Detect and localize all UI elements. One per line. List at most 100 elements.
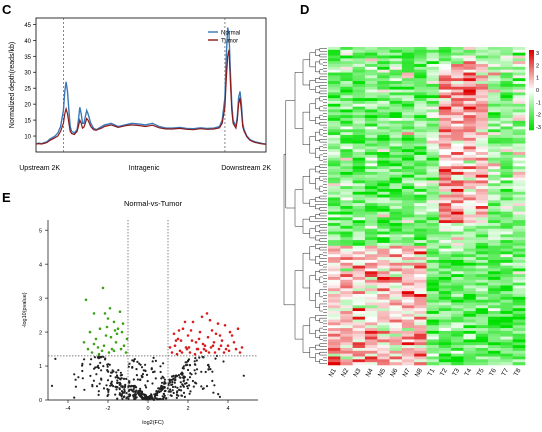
heatmap-cell [414, 112, 427, 116]
heatmap-cell [451, 299, 464, 303]
heatmap-cell [475, 257, 489, 261]
heatmap-cell [463, 353, 477, 357]
heatmap-cell [389, 143, 403, 147]
heatmap-cell [364, 75, 378, 79]
heatmap-cell [426, 240, 440, 244]
ns-point [175, 393, 178, 396]
down-point [92, 342, 96, 346]
heatmap-cell [364, 115, 378, 119]
heatmap-cell [475, 157, 489, 161]
ns-point [174, 376, 177, 379]
x-tick-label: 4 [226, 406, 229, 412]
heatmap-cell [475, 245, 489, 249]
heatmap-cell [500, 333, 513, 337]
heatmap-cell [475, 271, 489, 275]
heatmap-cell [451, 313, 464, 318]
heatmap-cell [377, 342, 390, 346]
heatmap-cell [328, 234, 341, 238]
heatmap-cell [414, 81, 427, 85]
heatmap-cell [438, 294, 452, 298]
heatmap-cell [500, 231, 513, 235]
heatmap-cell [389, 194, 403, 198]
heatmap-cell [500, 328, 513, 332]
heatmap-cell [377, 109, 390, 113]
heatmap-cell [401, 78, 415, 82]
heatmap-cell [426, 117, 440, 122]
heatmap-cell [389, 191, 403, 195]
plot-frame [35, 17, 267, 153]
heatmap-cell [500, 149, 513, 153]
heatmap-cell [352, 308, 366, 312]
heatmap-cell [451, 135, 464, 139]
heatmap-cell [377, 95, 390, 99]
heatmap-cell [426, 353, 440, 357]
heatmap-cell [352, 217, 366, 221]
heatmap-cell [328, 177, 341, 181]
heatmap-cell [340, 129, 353, 133]
heatmap-cell [414, 200, 427, 204]
heatmap-cell [438, 117, 452, 122]
heatmap-cell [512, 347, 526, 352]
heatmap-cell [475, 339, 489, 343]
ns-point [116, 381, 119, 384]
heatmap-cell [451, 206, 464, 210]
heatmap-cell [463, 197, 477, 201]
heatmap-cell [488, 206, 501, 210]
ns-point [104, 357, 107, 360]
heatmap-cell [414, 183, 427, 187]
heatmap-cell [352, 78, 366, 82]
heatmap-cell [463, 75, 477, 79]
heatmap-cell [414, 228, 427, 232]
heatmap-cell [451, 225, 464, 230]
ns-point [91, 383, 94, 387]
heatmap-cell [488, 276, 501, 281]
heatmap-cell [328, 171, 341, 176]
ns-point [160, 384, 163, 387]
heatmap-cell [500, 95, 513, 99]
heatmap-cell [414, 268, 427, 272]
heatmap-cell [352, 265, 366, 269]
up-point [194, 341, 198, 344]
heatmap-cell [426, 86, 440, 90]
heatmap-cell [500, 214, 513, 218]
heatmap-cell [340, 271, 353, 275]
heatmap-cell [500, 285, 513, 289]
heatmap-cell [500, 117, 513, 122]
ns-point [140, 393, 143, 396]
heatmap-cell [377, 154, 390, 159]
heatmap-cell [377, 254, 390, 258]
heatmap-cell [377, 265, 390, 269]
heatmap-cell [377, 356, 390, 360]
heatmap-cell [401, 313, 415, 318]
heatmap-cell [451, 169, 464, 173]
heatmap-cell [426, 251, 440, 255]
up-point [230, 334, 234, 337]
heatmap-cell [352, 174, 366, 178]
heatmap-cell [364, 271, 378, 275]
heatmap-cell [426, 135, 440, 139]
heatmap-cell [500, 288, 513, 292]
heatmap-cell [438, 186, 452, 190]
heatmap-cell [451, 251, 464, 255]
heatmap-cell [414, 61, 427, 65]
heatmap-cell [426, 299, 440, 303]
heatmap-cell [426, 191, 440, 195]
heatmap-cell [426, 231, 440, 235]
heatmap-cell [377, 135, 390, 139]
heatmap-cell [377, 115, 390, 119]
heatmap-cell [463, 228, 477, 232]
heatmap-cell [364, 98, 378, 102]
heatmap-cell [352, 268, 366, 272]
heatmap-cell [414, 157, 427, 161]
heatmap-cell [414, 240, 427, 244]
heatmap-cell [414, 66, 427, 71]
heatmap-cell [463, 146, 477, 150]
heatmap-cell [500, 49, 513, 53]
heatmap-cell [414, 206, 427, 210]
heatmap-cell [426, 237, 440, 241]
heatmap-cell [488, 200, 501, 204]
heatmap-cell [426, 140, 440, 144]
heatmap-cell [488, 345, 501, 349]
heatmap-cell [364, 336, 378, 340]
heatmap-cell [512, 58, 526, 62]
